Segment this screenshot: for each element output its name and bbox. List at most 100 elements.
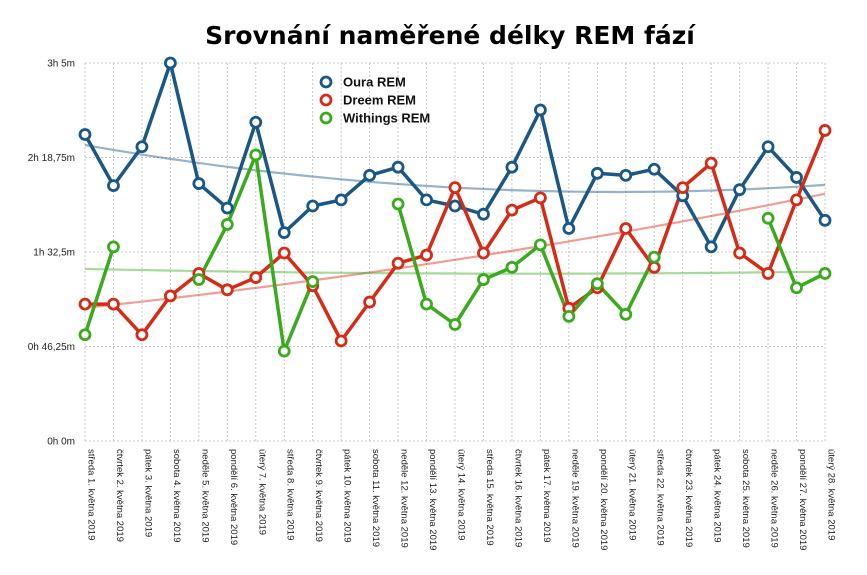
x-tick-label: čtvrtek 23. května 2019 <box>683 449 694 547</box>
x-tick-label: středa 15. května 2019 <box>484 449 495 546</box>
data-point <box>277 344 291 358</box>
y-tick-label: 0h 0m <box>47 437 75 448</box>
data-point <box>220 201 234 215</box>
data-point <box>818 124 832 137</box>
data-point <box>420 297 433 311</box>
data-point <box>249 115 263 129</box>
x-tick-label: sobota 11. května 2019 <box>370 449 381 547</box>
data-point <box>448 318 462 331</box>
x-tick-label: pátek 24. května 2019 <box>712 449 723 543</box>
data-point <box>619 307 633 321</box>
data-point <box>647 260 661 274</box>
data-point <box>249 148 263 162</box>
x-axis: středa 1. května 2019 čtvrtek 2. května 2… <box>86 449 837 550</box>
data-point <box>163 289 177 303</box>
data-point <box>448 181 462 195</box>
x-tick-label: čtvrtek 9. května 2019 <box>313 449 324 542</box>
data-point <box>391 160 405 174</box>
data-point <box>505 203 519 217</box>
chart-title: Srovnání naměřené délky REM fází <box>205 21 696 50</box>
data-point <box>135 328 149 342</box>
data-point <box>761 140 775 154</box>
x-tick-label: neděle 12. května 2019 <box>399 449 410 548</box>
x-tick-label: pondělí 27. května 2019 <box>797 449 808 550</box>
data-point <box>306 199 320 213</box>
x-tick-label: úterý 21. května 2019 <box>626 449 637 540</box>
data-point <box>818 267 832 280</box>
x-tick-label: úterý 14. května 2019 <box>456 449 467 540</box>
x-tick-label: pátek 3. května 2019 <box>142 449 153 537</box>
x-tick-label: pátek 10. května 2019 <box>342 449 353 543</box>
x-tick-label: pondělí 6. května 2019 <box>228 449 239 545</box>
legend-label: Oura REM <box>343 75 406 90</box>
data-point <box>477 273 490 286</box>
x-tick-label: pondělí 13. května 2019 <box>427 449 438 550</box>
data-point <box>818 213 832 227</box>
legend-marker <box>319 75 333 89</box>
x-tick-label: středa 22. května 2019 <box>655 449 666 546</box>
data-point <box>533 238 547 252</box>
x-tick-label: sobota 4. května 2019 <box>171 449 182 543</box>
x-tick-label: úterý 7. května 2019 <box>256 449 267 535</box>
data-point <box>790 281 803 295</box>
data-point <box>590 277 604 291</box>
data-point <box>761 211 775 225</box>
data-point <box>334 193 348 207</box>
data-point <box>761 267 775 280</box>
data-point <box>334 334 348 348</box>
data-point <box>277 226 291 239</box>
trendline <box>84 267 826 275</box>
data-point <box>505 260 519 274</box>
data-point <box>477 207 490 221</box>
data-point <box>647 162 661 176</box>
data-point <box>704 240 718 254</box>
data-point <box>562 309 576 323</box>
data-point <box>790 171 803 184</box>
trendline <box>84 192 826 309</box>
data-point <box>477 246 490 260</box>
data-point <box>306 275 320 289</box>
x-tick-label: čtvrtek 2. května 2019 <box>114 449 125 542</box>
legend-label: Withings REM <box>343 111 430 126</box>
x-tick-label: pátek 17. května 2019 <box>541 449 552 543</box>
legend-label: Dreem REM <box>343 93 416 108</box>
data-point <box>78 328 92 342</box>
data-point <box>363 295 377 309</box>
series-line <box>396 203 656 327</box>
data-point <box>533 191 547 205</box>
x-tick-label: neděle 5. května 2019 <box>199 449 210 543</box>
x-tick-label: neděle 19. května 2019 <box>569 449 580 548</box>
data-point <box>420 248 433 262</box>
data-point <box>420 193 433 207</box>
data-point <box>676 181 690 195</box>
y-tick-label: 1h 32,5m <box>33 248 75 259</box>
x-tick-label: neděle 26. května 2019 <box>769 449 780 548</box>
data-point <box>192 273 206 286</box>
legend-marker <box>319 93 333 107</box>
legend: Oura REM Dreem REM Withings REM <box>319 75 430 126</box>
data-point <box>704 156 718 170</box>
legend-marker <box>319 111 333 125</box>
data-point <box>619 222 633 235</box>
data-point <box>790 193 803 207</box>
data-point <box>107 179 120 192</box>
data-point <box>78 128 92 141</box>
data-point <box>505 160 519 174</box>
data-point <box>619 168 633 182</box>
x-tick-label: pondělí 20. května 2019 <box>598 449 609 550</box>
data-point <box>363 168 377 182</box>
series-group <box>78 56 832 358</box>
y-axis: 0h 0m 0h 46,25m 1h 32,5m 2h 18,75m 3h 5m <box>28 59 75 448</box>
data-point <box>533 103 547 117</box>
data-point <box>163 56 177 70</box>
x-tick-label: čtvrtek 16. května 2019 <box>512 449 523 547</box>
x-tick-label: středa 8. května 2019 <box>285 449 296 540</box>
series-line <box>83 246 116 336</box>
y-tick-label: 3h 5m <box>47 59 75 70</box>
data-point <box>391 197 405 211</box>
x-tick-label: středa 1. května 2019 <box>86 449 97 540</box>
data-point <box>135 140 149 154</box>
data-point <box>733 183 747 197</box>
data-point <box>562 222 576 235</box>
